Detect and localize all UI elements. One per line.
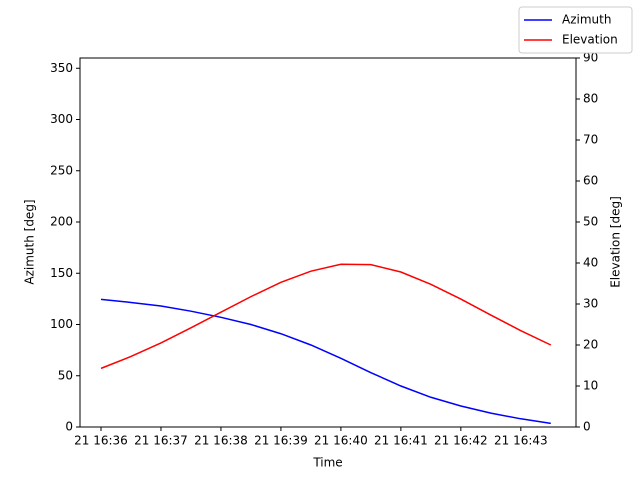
x-tick-label: 21 16:39 bbox=[254, 434, 308, 448]
x-tick-label: 21 16:36 bbox=[74, 434, 128, 448]
y2-tick-label: 20 bbox=[583, 338, 598, 352]
y-tick-label: 200 bbox=[50, 215, 73, 229]
x-tick-label: 21 16:40 bbox=[314, 434, 368, 448]
x-axis-label: Time bbox=[312, 456, 342, 470]
series-line bbox=[100, 263, 552, 370]
y-tick-label: 100 bbox=[50, 317, 73, 331]
legend-box bbox=[518, 6, 633, 54]
legend-label: Elevation bbox=[562, 33, 618, 47]
y2-tick-label: 10 bbox=[583, 379, 598, 393]
x-tick-label: 21 16:43 bbox=[494, 434, 548, 448]
y-tick-label: 0 bbox=[65, 420, 73, 434]
legend-label: Azimuth bbox=[562, 13, 611, 27]
y-tick-label: 350 bbox=[50, 61, 73, 75]
y2-tick-label: 30 bbox=[583, 297, 598, 311]
x-tick-label: 21 16:37 bbox=[134, 434, 188, 448]
y-tick-label: 300 bbox=[50, 112, 73, 126]
y2-tick-label: 40 bbox=[583, 256, 598, 270]
x-tick-label: 21 16:42 bbox=[434, 434, 488, 448]
plot-frame bbox=[79, 57, 577, 428]
y2-tick-label: 50 bbox=[583, 215, 598, 229]
y2-tick-label: 70 bbox=[583, 133, 598, 147]
y2-tick-label: 0 bbox=[583, 420, 591, 434]
y2-tick-label: 60 bbox=[583, 174, 598, 188]
y2-tick-label: 80 bbox=[583, 92, 598, 106]
y2-axis-label: Elevation [deg] bbox=[609, 196, 623, 288]
y-tick-label: 250 bbox=[50, 163, 73, 177]
y-tick-label: 50 bbox=[58, 368, 73, 382]
x-tick-label: 21 16:41 bbox=[374, 434, 428, 448]
y-tick-label: 150 bbox=[50, 266, 73, 280]
y-axis-label: Azimuth [deg] bbox=[23, 199, 37, 284]
series-line bbox=[100, 298, 551, 425]
x-tick-label: 21 16:38 bbox=[194, 434, 248, 448]
y2-tick-label: 90 bbox=[583, 51, 598, 65]
